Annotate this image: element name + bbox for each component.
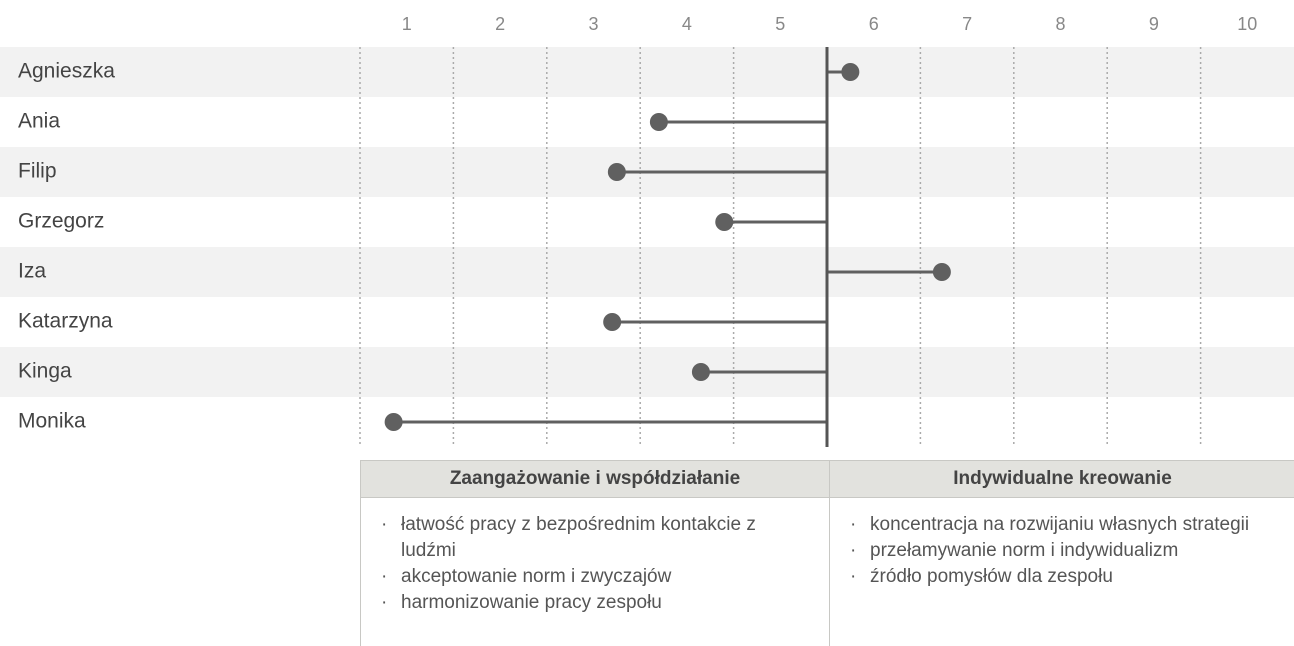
x-tick-label: 9 xyxy=(1149,14,1159,34)
x-tick-label: 2 xyxy=(495,14,505,34)
dot xyxy=(715,213,734,231)
x-tick-label: 3 xyxy=(588,14,598,34)
item: źródło pomysłów dla zespołu xyxy=(850,564,1270,590)
item: koncentracja na rozwijaniu własnych stra… xyxy=(850,512,1270,538)
row-stripe xyxy=(0,347,1294,397)
dot xyxy=(841,63,860,81)
table-column: Zaangażowanie i współdziałanie łatwość p… xyxy=(360,460,829,646)
x-tick-label: 8 xyxy=(1055,14,1065,34)
item: akceptowanie norm i zwyczajów xyxy=(381,564,771,590)
item: przełamywanie norm i indywidualizm xyxy=(850,538,1270,564)
x-tick-label: 7 xyxy=(962,14,972,34)
item-list: łatwość pracy z bezpośrednim kontakcie z… xyxy=(381,512,771,616)
x-tick-label: 6 xyxy=(869,14,879,34)
y-tick-label: Monika xyxy=(18,410,86,433)
dot xyxy=(649,113,668,131)
dot xyxy=(607,163,626,181)
chart: 1 2 3 4 5 6 7 8 9 10 Agnieszka Ania Filip Grzegorz Iza… xyxy=(0,14,1294,447)
row-stripe xyxy=(0,47,1294,97)
x-tick-label: 5 xyxy=(775,14,785,34)
y-tick-label: Kinga xyxy=(18,360,72,383)
item: harmonizowanie pracy zespołu xyxy=(381,590,771,616)
y-tick-label: Grzegorz xyxy=(18,210,104,233)
y-tick-label: Iza xyxy=(18,260,46,283)
y-tick-label: Filip xyxy=(18,160,57,183)
dot xyxy=(691,363,710,381)
x-tick-label: 10 xyxy=(1237,14,1257,34)
item-list: koncentracja na rozwijaniu własnych stra… xyxy=(850,512,1270,590)
column-title: Zaangażowanie i współdziałanie xyxy=(361,460,829,498)
column-title: Indywidualne kreowanie xyxy=(830,460,1294,498)
y-tick-label: Ania xyxy=(18,110,60,133)
row-stripe xyxy=(0,247,1294,297)
x-tick-label: 1 xyxy=(402,14,412,34)
dot xyxy=(932,263,951,281)
table-column: Indywidualne kreowanie koncentracja na r… xyxy=(829,460,1294,646)
y-tick-label: Katarzyna xyxy=(18,310,113,333)
legend-table: Zaangażowanie i współdziałanie łatwość p… xyxy=(360,460,1294,646)
y-tick-label: Agnieszka xyxy=(18,60,115,83)
item: łatwość pracy z bezpośrednim kontakcie z… xyxy=(381,512,771,564)
dot xyxy=(603,313,622,331)
dot xyxy=(384,413,403,431)
x-tick-label: 4 xyxy=(682,14,692,34)
